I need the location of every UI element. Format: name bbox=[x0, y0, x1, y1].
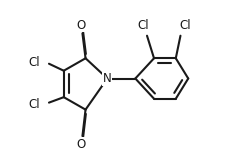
Text: Cl: Cl bbox=[179, 19, 191, 32]
Text: Cl: Cl bbox=[29, 98, 40, 111]
Text: O: O bbox=[76, 19, 85, 32]
Text: O: O bbox=[76, 138, 85, 151]
Text: Cl: Cl bbox=[29, 56, 40, 69]
Text: Cl: Cl bbox=[137, 19, 149, 32]
Text: N: N bbox=[103, 72, 112, 85]
